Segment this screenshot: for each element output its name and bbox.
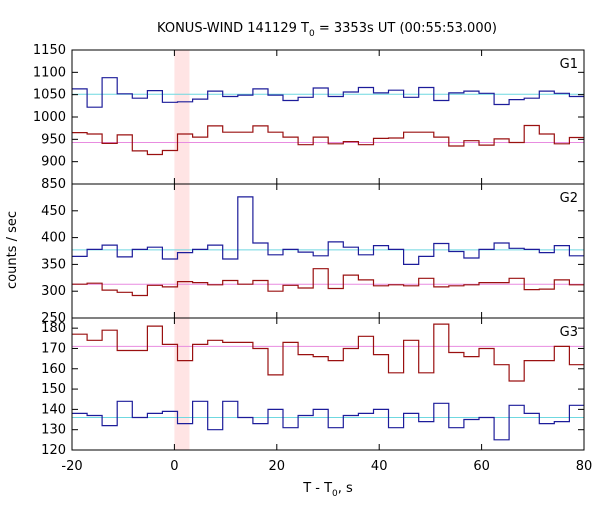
panel-frame [71, 317, 585, 451]
y-tick-label: 150 [41, 382, 66, 397]
series-line-red [72, 124, 584, 156]
panel-label: G1 [560, 57, 578, 72]
y-tick-label: 450 [41, 204, 66, 219]
panel-frame [71, 49, 585, 185]
y-tick-label: 300 [41, 284, 66, 299]
highlight-band [174, 50, 190, 184]
y-tick-label: 1050 [33, 88, 66, 103]
highlight-band [174, 318, 190, 450]
y-tick-label: 180 [41, 321, 66, 336]
series-line-red [72, 323, 584, 382]
panel-g1: 850 900 950 1000 1050 1100 1150 G1 [33, 43, 585, 192]
chart-title: KONUS-WIND 141129 T0 = 3353s UT (00:55:5… [157, 21, 497, 39]
panel-g2: 250 300 350 400 450 G2 [41, 183, 585, 326]
y-tick-label: 1100 [33, 65, 66, 80]
panels-group: 8509009501000105011001150G12503003504004… [33, 43, 592, 474]
y-tick-label: 170 [41, 341, 66, 356]
highlight-band [174, 184, 190, 318]
y-axis-title: counts / sec [5, 211, 20, 289]
y-tick-label: 850 [41, 177, 66, 192]
series-line-blue [72, 196, 584, 265]
x-tick-label: 60 [473, 459, 490, 474]
x-tick-label: 40 [371, 459, 388, 474]
panel-label: G2 [560, 191, 578, 206]
x-tick-label: -20 [61, 459, 82, 474]
y-tick-label: 400 [41, 231, 66, 246]
y-tick-label: 130 [41, 423, 66, 438]
y-tick-label: 950 [41, 132, 66, 147]
y-tick-label: 250 [41, 311, 66, 326]
y-tick-label: 1000 [33, 110, 66, 125]
y-tick-label: 140 [41, 402, 66, 417]
y-tick-label: 1150 [33, 43, 66, 58]
series-line-red [72, 268, 584, 297]
x-tick-labels: -20 0 20 40 60 80 [61, 459, 592, 474]
y-tick-label: 160 [41, 362, 66, 377]
y-tick-label: 350 [41, 257, 66, 272]
series-line-blue [72, 77, 584, 108]
series-line-blue [72, 400, 584, 441]
x-tick-label: 0 [170, 459, 178, 474]
x-tick-label: 20 [269, 459, 286, 474]
y-tick-label: 900 [41, 155, 66, 170]
x-tick-label: 80 [576, 459, 593, 474]
panel-label: G3 [560, 325, 578, 340]
y-tick-label: 120 [41, 443, 66, 458]
x-axis-title: T - T0, s [302, 481, 353, 499]
panel-g3: 120 130 140 150 160 170 180 G3 [41, 317, 585, 458]
